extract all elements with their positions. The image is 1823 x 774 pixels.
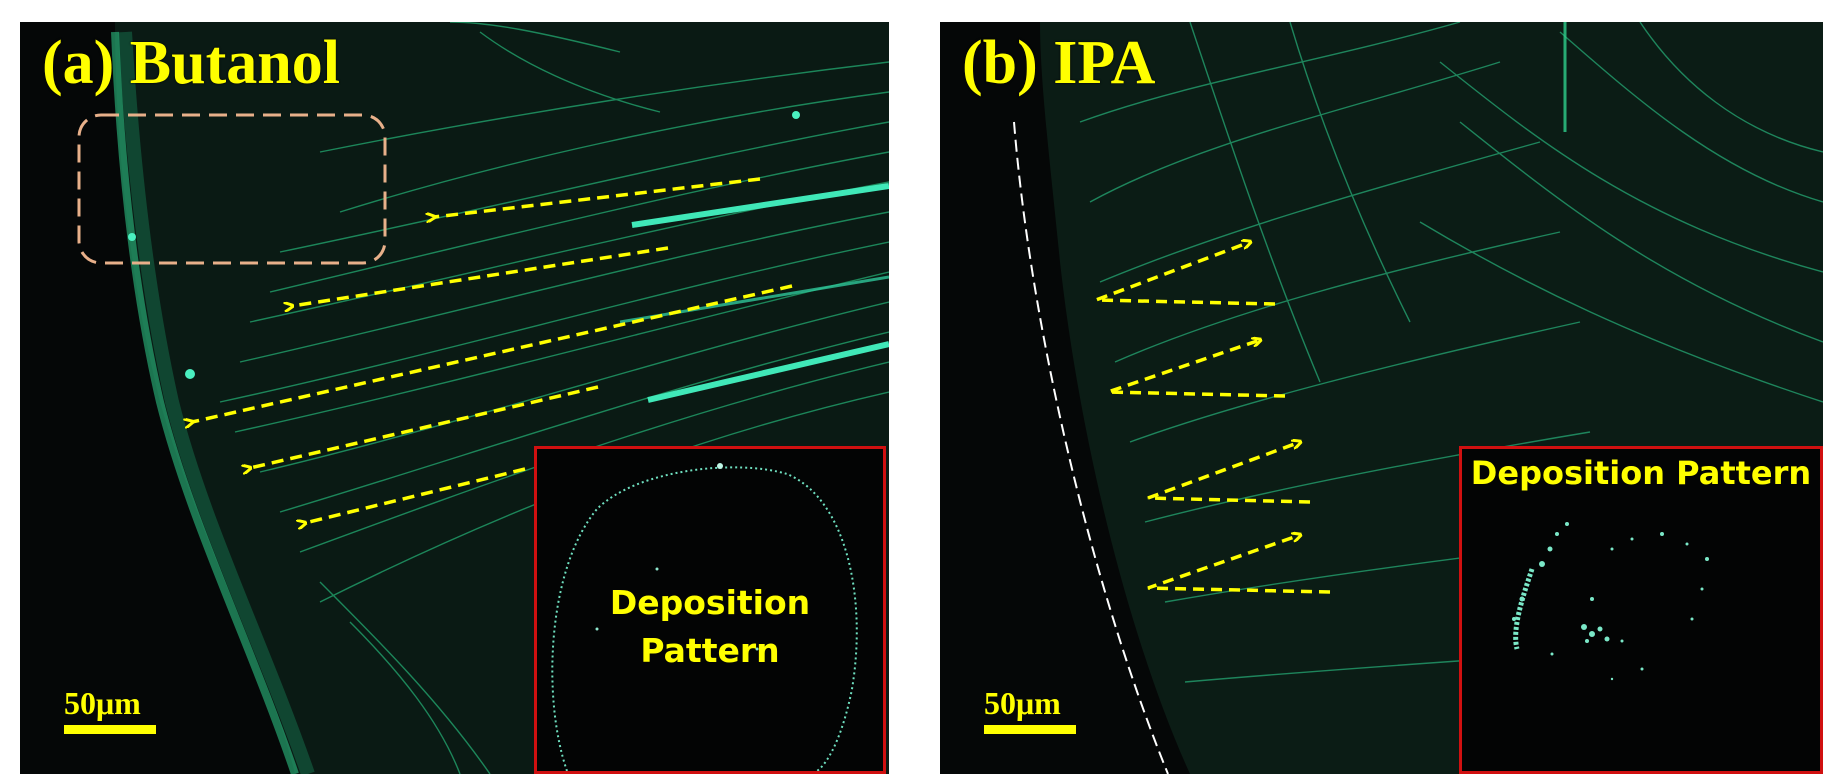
panel-b-title: (b) IPA [962,29,1156,97]
circulation-arrows [1095,242,1331,594]
contact-line [111,31,299,774]
deposition-inset-butanol: Deposition Pattern [534,446,886,774]
scale-bar: 50μm [984,687,1076,734]
flow-arrows [192,177,793,523]
panel-a-title: (a) Butanol [42,29,340,97]
scale-bar: 50μm [64,687,156,734]
scale-bar-label: 50μm [64,685,141,721]
inset-label-line1: Deposition [609,583,811,622]
deposition-inset-ipa: Deposition Pattern [1459,446,1823,774]
scale-bar-label: 50μm [984,685,1061,721]
bright-streak [647,341,889,403]
deposition-pattern-image [1512,522,1709,681]
particle-tracks [219,22,889,774]
panel-butanol: (a) Butanol 50μm Deposition Pattern [20,22,889,774]
highlight-box [77,113,387,265]
inset-label: Deposition Pattern [537,579,883,675]
contact-line [1013,121,1169,774]
scale-bar-line [64,725,156,734]
inset-label-line2: Pattern [640,631,780,670]
bright-streak [631,183,889,228]
panel-ipa: (b) IPA 50μm Deposition Pattern [940,22,1823,774]
scale-bar-line [984,725,1076,734]
inset-label: Deposition Pattern [1470,454,1812,492]
deposition-ring-image [551,463,858,771]
